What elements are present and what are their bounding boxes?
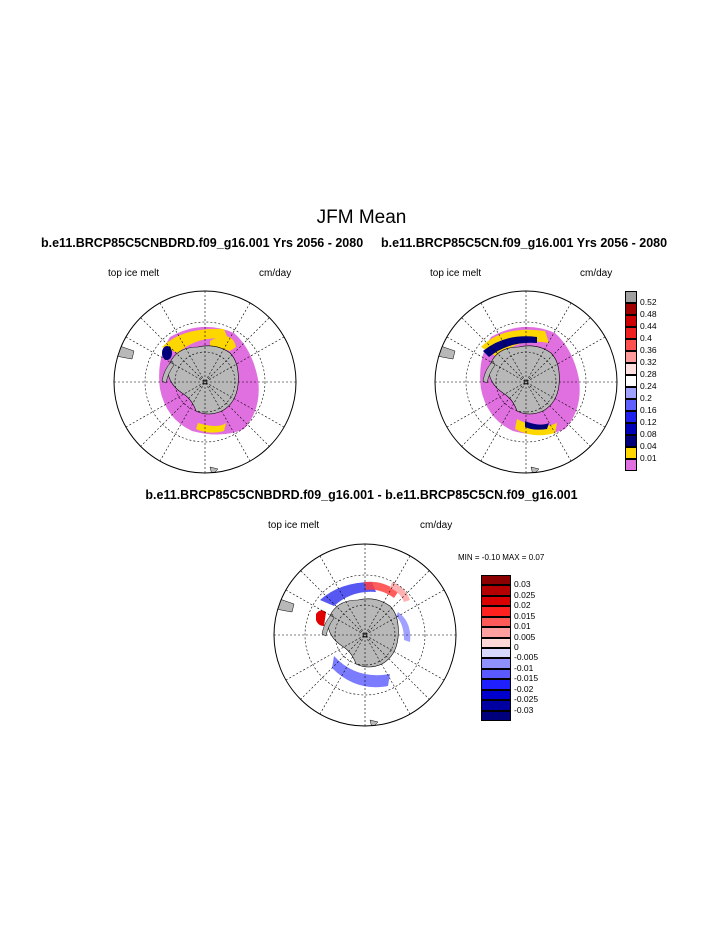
panel-2-variable-label: top ice melt [430, 268, 482, 279]
panel-2-units-label: cm/day [580, 268, 613, 279]
panel-3-diff-blue-right [396, 612, 411, 642]
colorbar-diff-swatch [481, 595, 511, 607]
panel-1-polar-map [113, 290, 297, 474]
panel-2-ice-navy-band [483, 336, 537, 357]
colorbar-diff-label: -0.005 [514, 652, 539, 663]
colorbar-diff-label: 0.015 [514, 610, 536, 621]
panel-1-units-label: cm/day [259, 268, 292, 279]
colorbar-diff-swatch [481, 668, 511, 680]
colorbar-top-swatch [625, 423, 637, 435]
panel-3-diff-light-red [390, 582, 410, 602]
colorbar-diff-swatch [481, 606, 511, 617]
colorbar-top-label: 0.12 [640, 417, 657, 427]
colorbar-diff-label: -0.015 [514, 673, 539, 684]
panel-1-ice-navy-patch [162, 346, 172, 360]
colorbar-top-label: 0.32 [640, 357, 657, 367]
colorbar-top-swatch [625, 387, 637, 399]
colorbar-top-swatch [625, 447, 637, 459]
colorbar-diff-label: 0.025 [514, 589, 536, 600]
main-title: JFM Mean [316, 207, 407, 228]
colorbar-top-label: 0.24 [640, 381, 657, 391]
panel-2-title: b.e11.BRCP85C5CN.f09_g16.001 Yrs 2056 - … [381, 236, 668, 250]
colorbar-diff-swatch [481, 700, 511, 711]
panel-3-diff-blue-lower [332, 656, 390, 688]
colorbar-top-label: 0.01 [640, 453, 657, 463]
colorbar-top-swatch [625, 351, 637, 363]
colorbar-top-label: 0.16 [640, 405, 657, 415]
colorbar-top-label: 0.44 [640, 321, 657, 331]
colorbar-diff-swatch [481, 679, 511, 690]
colorbar-top-swatch [625, 291, 637, 303]
colorbar-diff-swatch [481, 637, 511, 648]
colorbar-diff-label: 0.03 [514, 579, 531, 590]
colorbar-top-label: 0.28 [640, 369, 657, 379]
panel-3-diff-blue-upper [320, 582, 376, 606]
colorbar-top-label: 0.48 [640, 309, 657, 319]
panel-3-units-label: cm/day [420, 520, 453, 531]
colorbar-top-swatch [625, 327, 637, 339]
panel-3-peninsula [321, 613, 335, 637]
panel-2-ice-navy-lower [525, 421, 549, 430]
panel-2-continent [488, 345, 560, 415]
colorbar-diff-swatch [481, 585, 511, 596]
colorbar-diff-label: -0.01 [514, 662, 534, 673]
colorbar-top-swatch [625, 363, 637, 375]
colorbar-top-swatch [625, 435, 637, 447]
colorbar-top-swatch [625, 375, 637, 387]
colorbar-top-swatch [625, 411, 637, 423]
panel-1-title: b.e11.BRCP85C5CNBDRD.f09_g16.001 Yrs 205… [41, 236, 364, 250]
panel-3-continent [327, 598, 399, 668]
colorbar-diff-label: 0.005 [514, 631, 536, 642]
colorbar-top-label: 0.2 [640, 393, 652, 403]
panel-2-peninsula [482, 360, 496, 384]
colorbar-diff-label: 0 [514, 642, 519, 652]
colorbar-difference: 0.03 0.025 0.02 0.015 0.01 0.005 0 -0.005 -0.01-… [481, 575, 538, 721]
panel-1-peninsula [161, 360, 175, 384]
panel-3-title: b.e11.BRCP85C5CNBDRD.f09_g16.001 - b.e11… [145, 488, 578, 502]
colorbar-top-swatch [625, 303, 637, 315]
colorbar-top-swatch [625, 339, 637, 351]
colorbar-diff-swatch [481, 627, 511, 638]
panel-3-min-max-stats: MIN = -0.10 MAX = 0.07 [458, 553, 545, 562]
colorbar-diff-label: -0.02 [514, 683, 534, 694]
panel-1-continent [167, 345, 239, 415]
colorbar-top-label: 0.36 [640, 345, 657, 355]
colorbar-diff-label: 0.01 [514, 621, 531, 632]
panel-1-ice-yellow-upper [162, 328, 228, 353]
panel-1-ice-yellow-lower [196, 423, 226, 433]
colorbar-diff-swatch [481, 616, 511, 628]
colorbar-diff-label: -0.025 [514, 694, 539, 705]
colorbar-top-swatch [625, 459, 637, 471]
panel-3-diff-red-upper [364, 581, 398, 598]
colorbar-diff-swatch [481, 710, 511, 721]
panel-3-diff-red-left [316, 610, 326, 626]
colorbar-top-swatch [625, 399, 637, 411]
colorbar-top-label: 0.4 [640, 333, 652, 343]
panel-2-polar-map [434, 290, 618, 474]
colorbar-diff-swatch [481, 689, 511, 701]
panel-3-variable-label: top ice melt [268, 520, 320, 531]
colorbar-diff-swatch [481, 658, 511, 669]
colorbar-top: 0.52 0.48 0.44 0.4 0.36 0.32 0.28 0.24 0.2 0.16 0.… [625, 291, 657, 471]
panel-1-variable-label: top ice melt [108, 268, 160, 279]
colorbar-top-swatch [625, 315, 637, 327]
colorbar-diff-label: -0.03 [514, 704, 534, 715]
colorbar-diff-swatch [481, 648, 511, 659]
colorbar-diff-label: 0.02 [514, 600, 531, 611]
colorbar-diff-swatch [481, 575, 511, 586]
panel-3-polar-map [273, 543, 457, 727]
colorbar-top-label: 0.52 [640, 297, 657, 307]
colorbar-top-label: 0.04 [640, 441, 657, 451]
colorbar-top-label: 0.08 [640, 429, 657, 439]
